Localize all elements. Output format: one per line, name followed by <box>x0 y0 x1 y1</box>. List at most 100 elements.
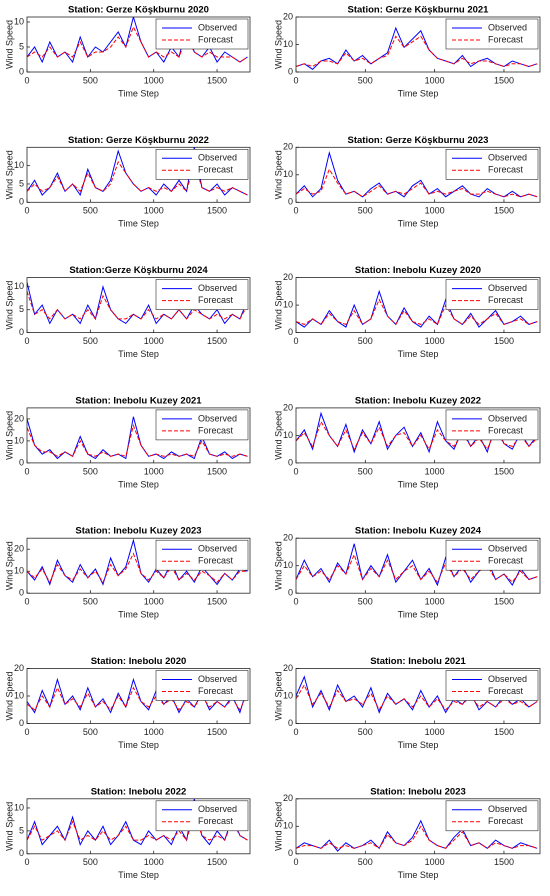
y-tick-label: 0 <box>288 848 293 858</box>
x-tick-label: 1500 <box>494 336 514 346</box>
series-line <box>27 677 248 714</box>
legend-label: Observed <box>198 544 237 554</box>
series-line <box>27 810 248 842</box>
x-axis-label: Time Step <box>398 88 439 98</box>
subplot: 0 500 1000 1500 0 5 10 Station: Gerze Köşkburnu… <box>4 135 251 229</box>
y-tick-label: 10 <box>14 16 24 26</box>
chart-title: Station: Inebolu Kuzey 2022 <box>355 395 481 406</box>
legend-box <box>155 18 249 50</box>
x-tick-label: 500 <box>83 206 98 216</box>
x-axis-label: Time Step <box>398 349 439 359</box>
legend-label: Forecast <box>198 425 234 435</box>
axis-box <box>26 16 251 73</box>
subplot: 0 500 1000 1500 0 5 10 Station: Gerze Köşkburnu… <box>4 5 251 98</box>
y-axis-label: Wind Speed <box>4 20 14 69</box>
x-axis-label: Time Step <box>398 479 439 489</box>
x-axis-label: Time Step <box>118 870 159 880</box>
chart-title: Station: Inebolu 2022 <box>91 786 187 797</box>
y-tick-label: 0 <box>288 457 293 467</box>
legend-box <box>155 800 249 832</box>
subplot: 0 500 1000 1500 0 10 20 Station: Inebolu Kuzey … <box>273 265 541 359</box>
series-line <box>27 552 248 584</box>
y-tick-label: 0 <box>288 66 293 76</box>
y-tick-label: 10 <box>14 435 24 445</box>
series-line <box>27 798 248 846</box>
legend-label: Observed <box>198 22 237 32</box>
x-tick-label: 0 <box>24 857 29 867</box>
y-tick-label: 10 <box>283 821 293 831</box>
subplot: 0 500 1000 1500 0 10 20 Station: Inebolu 2021 Ti… <box>273 656 541 750</box>
legend-label: Forecast <box>198 686 234 696</box>
x-tick-label: 1500 <box>207 597 227 607</box>
y-tick-label: 20 <box>283 402 293 412</box>
y-tick-label: 5 <box>19 41 24 51</box>
x-axis-label: Time Step <box>118 219 159 229</box>
legend-label: Observed <box>488 544 527 554</box>
y-tick-label: 20 <box>283 663 293 673</box>
legend-label: Observed <box>488 413 527 423</box>
y-axis-label: Wind Speed <box>273 150 283 199</box>
legend-label: Observed <box>488 804 527 814</box>
y-tick-label: 0 <box>19 588 24 598</box>
x-tick-label: 0 <box>293 727 298 737</box>
chart-title: Station: Gerze Köşkburnu 2023 <box>348 135 489 146</box>
chart-title: Station: Inebolu Kuzey 2020 <box>355 265 481 276</box>
legend-label: Forecast <box>198 34 234 44</box>
series-line <box>296 168 538 198</box>
x-axis-label: Time Step <box>118 88 159 98</box>
y-tick-label: 10 <box>14 802 24 812</box>
x-tick-label: 1500 <box>207 857 227 867</box>
x-tick-label: 1500 <box>494 75 514 85</box>
y-tick-label: 5 <box>19 825 24 835</box>
y-tick-label: 0 <box>19 197 24 207</box>
x-tick-label: 500 <box>358 857 373 867</box>
legend-box <box>445 800 539 832</box>
legend-box <box>155 539 249 571</box>
x-axis-label: Time Step <box>118 349 159 359</box>
series-line <box>296 420 538 451</box>
x-tick-label: 500 <box>83 75 98 85</box>
y-tick-label: 20 <box>14 544 24 554</box>
y-axis-label: Wind Speed <box>273 802 283 851</box>
x-tick-label: 1500 <box>494 597 514 607</box>
x-tick-label: 0 <box>293 336 298 346</box>
x-axis-label: Time Step <box>398 219 439 229</box>
x-tick-label: 500 <box>358 727 373 737</box>
legend-box <box>155 409 249 441</box>
subplot: 0 500 1000 1500 0 5 10 Station: Inebolu 2022 Tim… <box>4 786 251 880</box>
x-tick-label: 1500 <box>207 75 227 85</box>
series-line <box>296 150 538 198</box>
chart-title: Station: Inebolu Kuzey 2021 <box>75 395 202 406</box>
x-tick-label: 500 <box>358 597 373 607</box>
y-axis-label: Wind Speed <box>4 411 14 460</box>
x-tick-label: 1000 <box>144 727 164 737</box>
x-tick-label: 500 <box>83 597 98 607</box>
legend-label: Observed <box>198 674 237 684</box>
chart-title: Station: Gerze Köşkburnu 2020 <box>68 5 209 16</box>
subplot: 0 500 1000 1500 0 10 20 Station: Inebolu Kuzey … <box>4 395 251 489</box>
subplot: 0 500 1000 1500 0 10 20 Station: Inebolu 2023 Ti… <box>273 786 541 880</box>
legend-label: Observed <box>488 153 527 163</box>
legend-box <box>445 539 539 571</box>
chart-title: Station: Gerze Köşkburnu 2022 <box>68 135 209 146</box>
y-tick-label: 10 <box>14 160 24 170</box>
legend-box <box>445 409 539 441</box>
legend-label: Forecast <box>488 686 524 696</box>
x-tick-label: 500 <box>358 75 373 85</box>
legend-box <box>445 279 539 310</box>
y-tick-label: 20 <box>14 663 24 673</box>
x-tick-label: 500 <box>358 336 373 346</box>
x-tick-label: 1500 <box>207 206 227 216</box>
y-tick-label: 10 <box>283 299 293 309</box>
y-tick-label: 10 <box>283 39 293 49</box>
x-tick-label: 0 <box>24 75 29 85</box>
chart-title: Station: Inebolu Kuzey 2024 <box>355 526 482 537</box>
legend-label: Observed <box>198 804 237 814</box>
x-tick-label: 1000 <box>425 857 445 867</box>
y-axis-label: Wind Speed <box>4 281 14 330</box>
y-axis-label: Wind Speed <box>273 671 283 720</box>
x-tick-label: 1000 <box>144 597 164 607</box>
legend-label: Observed <box>488 283 527 293</box>
legend-box <box>445 149 539 180</box>
x-tick-label: 1000 <box>425 206 445 216</box>
